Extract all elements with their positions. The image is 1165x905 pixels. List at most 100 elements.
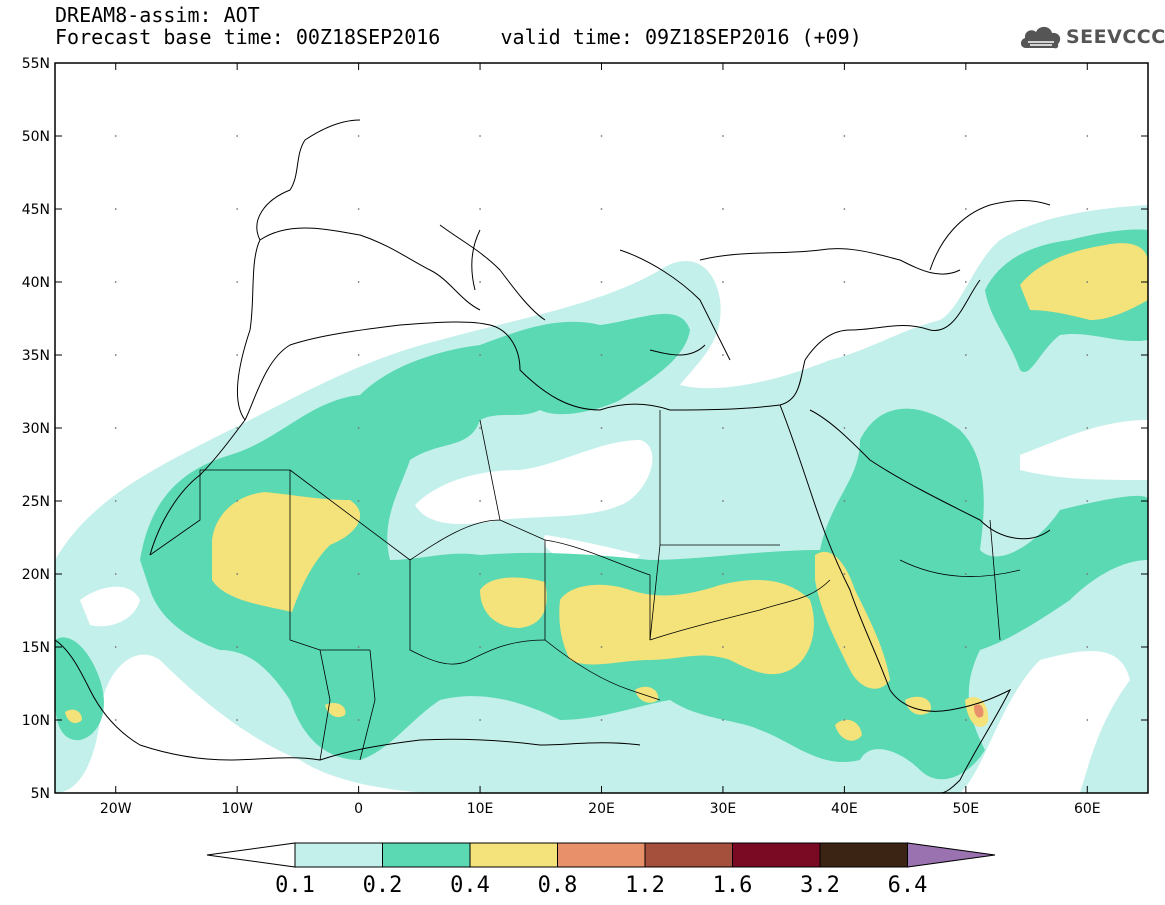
colorbar-label: 0.1 [275, 873, 315, 898]
colorbar-swatch [382, 842, 471, 868]
colorbar-label: 0.2 [363, 873, 403, 898]
grid-dot [236, 719, 239, 721]
grid-dot [600, 573, 603, 575]
grid-dot [843, 135, 846, 137]
grid-dot [1086, 135, 1089, 137]
grid-dot [843, 719, 846, 721]
aot-colorbar: 0.1 0.2 0.4 0.8 1.2 1.6 3.2 6.4 [206, 842, 996, 898]
grid-dot [1086, 208, 1089, 210]
lon-tick-label: 30E [710, 801, 737, 817]
grid-dot [1086, 427, 1089, 429]
grid-dot [236, 427, 239, 429]
lat-tick-label: 30N [22, 421, 50, 437]
lat-tick-label: 25N [22, 494, 50, 510]
lat-tick-label: 50N [22, 129, 50, 145]
grid-dot [357, 208, 360, 210]
grid-dot [114, 573, 117, 575]
grid-dot [236, 500, 239, 502]
grid-dot [964, 500, 967, 502]
coastlines [55, 119, 1051, 793]
grid-dot [114, 719, 117, 721]
lon-tick-label: 20E [588, 801, 615, 817]
grid-dot [600, 427, 603, 429]
aot-band-0.4 [212, 492, 361, 612]
grid-dot [1086, 281, 1089, 283]
grid-dot [479, 354, 481, 356]
grid-dot [479, 427, 481, 429]
aot-band-0.2 [140, 313, 1148, 780]
lon-tick-label: 60E [1074, 801, 1101, 817]
colorbar-swatch [557, 842, 646, 868]
grid-dot [479, 135, 481, 137]
grid-dot [722, 427, 724, 429]
grid-dot [1086, 573, 1089, 575]
grid-dot [357, 500, 360, 502]
grid-dot [843, 646, 846, 648]
colorbar-swatch [294, 842, 383, 868]
grid-dot [600, 208, 603, 210]
lat-ticks: 55N 50N 45N 40N 35N 30N 25N 20N 15N 10N 5N [22, 56, 1148, 802]
colorbar-label: 6.4 [888, 873, 928, 898]
forecast-time-line: Forecast base time: 00Z18SEP2016 valid t… [55, 25, 862, 49]
grid-dot [479, 646, 481, 648]
grid-dot [600, 500, 603, 502]
grid-dot [357, 719, 360, 721]
grid-dot [357, 281, 360, 283]
country-borders [149, 410, 1021, 761]
grid-dot [357, 573, 360, 575]
grid-dot [114, 646, 117, 648]
grid-dot [964, 281, 967, 283]
grid-dot [357, 135, 360, 137]
grid-dot [722, 719, 724, 721]
grid-dot [843, 281, 846, 283]
lat-tick-label: 40N [22, 275, 50, 291]
grid-dot [479, 573, 481, 575]
grid-dots [114, 135, 1089, 721]
grid-dot [964, 646, 967, 648]
grid-dot [843, 427, 846, 429]
grid-dot [114, 354, 117, 356]
grid-dot [964, 573, 967, 575]
grid-dot [357, 646, 360, 648]
grid-dot [600, 281, 603, 283]
lat-tick-label: 45N [22, 202, 50, 218]
colorbar-over-arrow [907, 842, 996, 868]
lat-tick-label: 15N [22, 640, 50, 656]
grid-dot [722, 135, 724, 137]
grid-dot [722, 354, 724, 356]
grid-dot [843, 573, 846, 575]
lon-tick-label: 10W [221, 801, 253, 817]
grid-dot [236, 281, 239, 283]
grid-dot [114, 500, 117, 502]
colorbar-swatch [732, 842, 821, 868]
grid-dot [722, 208, 724, 210]
lon-ticks: 20W 10W 0 10E 20E 30E 40E 50E 60E [100, 63, 1101, 817]
grid-dot [114, 208, 117, 210]
grid-dot [114, 427, 117, 429]
grid-dot [722, 281, 724, 283]
grid-dot [236, 208, 239, 210]
lat-tick-label: 55N [22, 56, 50, 72]
logo-text: SEEVCCC [1066, 26, 1165, 48]
lat-tick-label: 35N [22, 348, 50, 364]
cloud-logo-icon [1020, 26, 1061, 49]
lat-tick-label: 20N [22, 567, 50, 583]
grid-dot [236, 354, 239, 356]
grid-dot [600, 354, 603, 356]
lon-tick-label: 20W [100, 801, 132, 817]
grid-dot [479, 719, 481, 721]
lon-tick-label: 10E [467, 801, 494, 817]
grid-dot [843, 208, 846, 210]
lat-tick-label: 10N [22, 713, 50, 729]
grid-dot [1086, 646, 1089, 648]
grid-dot [843, 354, 846, 356]
lat-tick-label: 5N [31, 786, 50, 802]
colorbar-label: 0.8 [538, 873, 578, 898]
grid-dot [843, 500, 846, 502]
grid-dot [600, 719, 603, 721]
grid-dot [236, 573, 239, 575]
colorbar-label: 1.2 [625, 873, 665, 898]
grid-dot [722, 500, 724, 502]
lon-tick-label: 40E [831, 801, 858, 817]
